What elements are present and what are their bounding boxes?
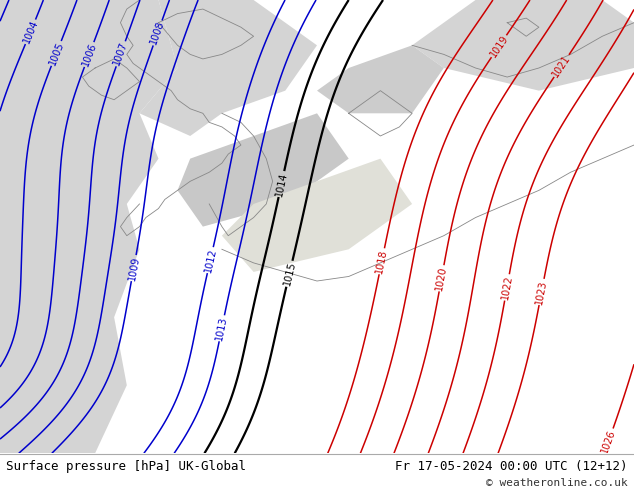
Text: 1008: 1008 [149,20,166,46]
Text: 1019: 1019 [488,33,510,59]
Polygon shape [0,0,178,453]
Text: 1020: 1020 [434,265,449,292]
Polygon shape [317,46,444,113]
Text: 1013: 1013 [214,315,229,342]
Text: 1026: 1026 [600,428,618,454]
Polygon shape [412,0,634,91]
Text: 1022: 1022 [500,274,514,300]
Text: 1009: 1009 [127,255,141,281]
Polygon shape [222,159,412,272]
Text: Surface pressure [hPa] UK-Global: Surface pressure [hPa] UK-Global [6,460,247,473]
Text: 1014: 1014 [274,171,289,197]
Text: Fr 17-05-2024 00:00 UTC (12+12): Fr 17-05-2024 00:00 UTC (12+12) [395,460,628,473]
Text: © weatheronline.co.uk: © weatheronline.co.uk [486,478,628,488]
Text: 1006: 1006 [80,41,98,68]
Text: 1023: 1023 [534,279,549,305]
Text: 1018: 1018 [375,248,389,274]
Text: 1012: 1012 [203,247,218,273]
Text: 1021: 1021 [550,53,573,79]
Text: 1007: 1007 [112,41,130,67]
Polygon shape [139,0,317,136]
Text: 1004: 1004 [21,19,40,45]
Text: 1015: 1015 [281,261,297,287]
Text: 1005: 1005 [47,40,65,67]
Polygon shape [178,113,349,226]
